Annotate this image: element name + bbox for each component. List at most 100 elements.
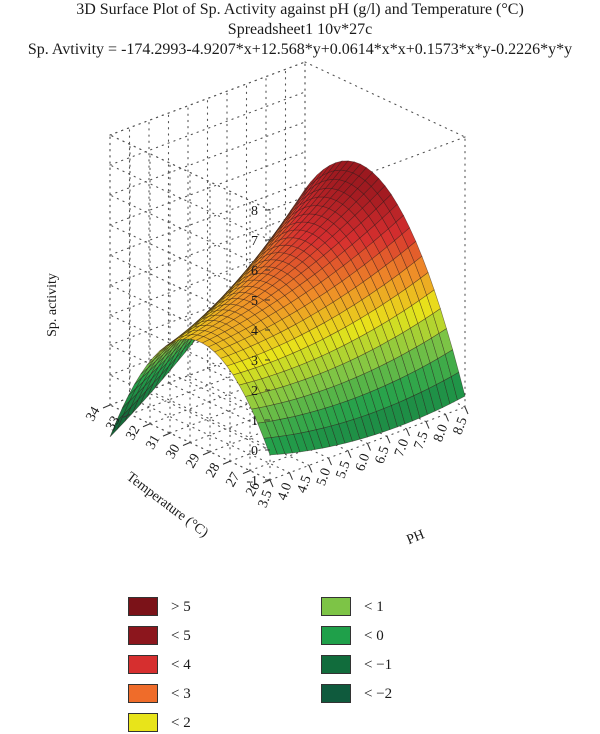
temperature-tick <box>122 413 131 418</box>
temperature-tick-label: 28 <box>203 461 223 481</box>
temperature-tick <box>162 432 171 437</box>
legend-item: < 5 <box>128 626 248 646</box>
legend-item: < 0 <box>321 626 441 646</box>
grid-line <box>109 314 271 391</box>
legend-label: > 5 <box>171 599 191 615</box>
temperature-tick <box>102 404 111 409</box>
grid-line <box>109 194 271 271</box>
grid-line <box>269 406 466 481</box>
ph-tick <box>328 457 332 466</box>
grid-line <box>128 397 291 474</box>
grid-line <box>109 164 271 241</box>
ph-tick-label: 4.0 <box>275 481 295 503</box>
z-tick-label: 6 <box>251 264 258 279</box>
grid-line <box>109 181 306 256</box>
z-tick-label: 7 <box>251 234 258 249</box>
chart-subtitle: Spreadsheet1 10v*27c <box>227 21 373 38</box>
legend-swatch <box>128 626 158 645</box>
legend-label: < 5 <box>171 628 191 644</box>
legend-label: < 4 <box>171 657 191 673</box>
ph-tick-label: 5.5 <box>334 459 354 481</box>
grid-line <box>109 374 271 451</box>
legend-swatch <box>128 655 158 674</box>
ph-tick-label: 6.0 <box>353 452 373 474</box>
grid-line <box>109 134 271 211</box>
grid-line <box>109 344 271 421</box>
chart-title-block: 3D Surface Plot of Sp. Activity against … <box>0 0 600 60</box>
legend-swatch <box>321 655 351 674</box>
ph-tick-label: 5.0 <box>314 466 334 488</box>
z-tick-label: 2 <box>251 384 258 399</box>
z-tick-label: -1 <box>246 474 258 489</box>
legend-swatch <box>321 597 351 616</box>
ph-tick-label: 3.5 <box>256 488 276 510</box>
legend-label: < 2 <box>171 715 191 731</box>
grid-line <box>109 91 306 166</box>
ph-tick-label: 7.0 <box>392 437 412 459</box>
temperature-tick-label: 30 <box>163 442 183 462</box>
legend-label: < 0 <box>364 628 384 644</box>
legend-swatch <box>128 713 158 732</box>
temperature-tick-label: 34 <box>83 405 103 425</box>
legend-swatch <box>128 684 158 703</box>
ph-tick-label: 8.5 <box>451 415 471 437</box>
temperature-tick <box>202 451 211 456</box>
legend-label: < 1 <box>364 599 384 615</box>
grid-line <box>109 211 306 286</box>
ph-tick-label: 7.5 <box>412 430 432 452</box>
temperature-tick-label: 32 <box>123 423 143 443</box>
legend-label: < −2 <box>364 686 393 702</box>
ph-tick <box>269 479 274 488</box>
grid-line <box>109 151 306 226</box>
ph-tick <box>308 465 313 473</box>
legend-swatch <box>321 626 351 645</box>
ph-tick <box>367 443 371 451</box>
legend-item: < 1 <box>321 597 441 617</box>
ph-tick <box>425 421 430 429</box>
temperature-tick <box>242 470 251 475</box>
ph-tick-label: 6.5 <box>373 444 393 466</box>
z-tick-label: 5 <box>251 294 258 309</box>
z-tick-label: 4 <box>251 324 258 339</box>
legend-item: < 3 <box>128 684 248 704</box>
legend-swatch <box>321 684 351 703</box>
ph-tick-label: 8.0 <box>431 423 451 445</box>
legend-label: < 3 <box>171 686 191 702</box>
temperature-tick <box>182 442 191 446</box>
z-tick-label: 1 <box>251 414 258 429</box>
temperature-axis-label: Temperature (°C) <box>123 470 211 541</box>
ph-tick <box>347 450 352 458</box>
ph-tick-label: 4.5 <box>295 474 315 496</box>
grid-line <box>148 389 310 466</box>
legend-item: < 4 <box>128 655 248 675</box>
ph-tick <box>445 414 449 422</box>
temperature-tick-label: 27 <box>223 470 243 490</box>
surface-patch <box>450 371 466 401</box>
temperature-tick <box>142 423 151 428</box>
grid-line <box>109 61 306 136</box>
legend-item: < −1 <box>321 655 441 675</box>
temperature-tick-label: 26 <box>243 480 263 500</box>
grid-line <box>109 121 306 196</box>
surface <box>109 160 466 456</box>
temperature-tick-label: 31 <box>143 433 163 453</box>
temperature-tick <box>262 479 271 484</box>
legend-label: < −1 <box>364 657 393 673</box>
z-tick-label: 3 <box>251 354 258 369</box>
ph-tick <box>464 406 469 415</box>
temperature-tick <box>222 460 231 465</box>
grid-line <box>109 284 271 361</box>
ph-tick <box>386 436 391 444</box>
legend-item: < 2 <box>128 713 248 733</box>
grid-line <box>304 61 466 138</box>
chart-equation: Sp. Avtivity = -174.2993-4.9207*x+12.568… <box>27 41 573 58</box>
ph-tick <box>406 428 410 437</box>
legend-item: < −2 <box>321 684 441 704</box>
temperature-tick-label: 33 <box>103 414 123 434</box>
ph-axis-label: PH <box>405 527 427 548</box>
chart-title: 3D Surface Plot of Sp. Activity against … <box>76 1 524 18</box>
z-tick-label: 8 <box>251 204 258 219</box>
legend-item: > 5 <box>128 597 248 617</box>
z-axis-label: Sp. activity <box>45 273 60 337</box>
